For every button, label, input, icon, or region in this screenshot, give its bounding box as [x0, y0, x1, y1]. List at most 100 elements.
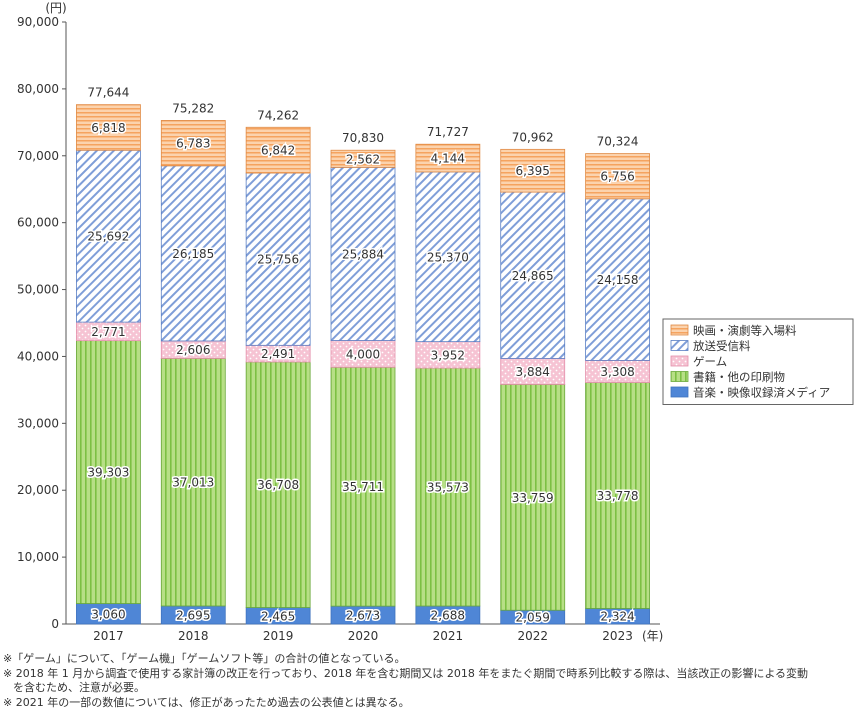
- data-label: 2,688: [431, 609, 465, 623]
- footnote-3: ※ 2021 年の一部の数値については、修正があったため過去の公表値とは異なる。: [3, 695, 410, 709]
- data-label: 33,759: [512, 491, 554, 505]
- total-label: 70,830: [342, 131, 384, 145]
- data-label: 26,185: [172, 247, 214, 261]
- data-label: 6,842: [261, 144, 295, 158]
- footnote-1: ※「ゲーム」について、「ゲーム機」「ゲームソフト等」の合計の値となっている。: [3, 652, 406, 665]
- y-tick-label: 90,000: [17, 15, 59, 29]
- data-label: 2,562: [346, 152, 380, 166]
- bar-segment: [500, 191, 566, 359]
- bar-segment: [415, 143, 481, 173]
- data-label: 35,573: [427, 481, 469, 495]
- footnote-2-cont: を含むため、注意が必要。: [13, 681, 145, 694]
- data-label: 3,952: [431, 348, 465, 362]
- data-label: 3,060: [91, 607, 125, 621]
- total-label: 77,644: [87, 86, 129, 100]
- y-tick-label: 80,000: [17, 82, 59, 96]
- y-tick-label: 40,000: [17, 349, 59, 363]
- bar-segment: [76, 340, 141, 604]
- data-label: 4,144: [431, 152, 465, 166]
- data-label: 6,756: [600, 170, 634, 184]
- data-label: 2,465: [261, 609, 295, 623]
- total-label: 70,324: [597, 135, 639, 149]
- bar-segment: [160, 165, 226, 342]
- data-label: 2,059: [516, 611, 550, 625]
- data-label: 2,771: [91, 325, 125, 339]
- bar-segment: [500, 358, 566, 385]
- legend-label: 書籍・他の印刷物: [693, 370, 785, 384]
- data-label: 24,158: [597, 273, 639, 287]
- data-label: 24,865: [512, 269, 554, 283]
- x-tick-label: 2018: [178, 629, 209, 643]
- footnote-2: ※ 2018 年 1 月から調査で使用する家計簿の改正を行っており、2018 年…: [3, 666, 809, 680]
- legend-label: 映画・演劇等入場料: [693, 324, 797, 338]
- axes: 0 10,000 20,000 30,000 40,000 50,000 60,000 70,…: [17, 1, 663, 643]
- x-tick-label: 2020: [348, 629, 379, 643]
- bar-segment: [415, 341, 481, 369]
- y-tick-label: 10,000: [17, 550, 59, 564]
- total-label: 75,282: [172, 101, 214, 115]
- bar-segment: [500, 148, 566, 193]
- stacked-bar-chart: 0 10,000 20,000 30,000 40,000 50,000 60,000 70,…: [17, 1, 854, 643]
- legend-label: ゲーム: [693, 355, 727, 369]
- data-label: 25,692: [87, 230, 129, 244]
- bar-segment: [160, 120, 226, 167]
- bars: [76, 104, 650, 625]
- y-unit-label: (円): [45, 1, 66, 15]
- data-label: 25,756: [257, 253, 299, 267]
- legend-box: [662, 318, 854, 405]
- y-tick-label: 50,000: [17, 283, 59, 297]
- legend-swatch: [670, 355, 689, 367]
- bar-segment: [330, 340, 396, 368]
- legend-swatch: [670, 340, 689, 351]
- data-label: 25,370: [427, 250, 469, 264]
- data-label: 3,308: [600, 365, 634, 379]
- x-tick-label: 2021: [433, 629, 464, 643]
- y-tick-label: 0: [51, 617, 59, 631]
- bar-segment: [245, 361, 311, 608]
- legend-label: 音楽・映像収録済メディア: [693, 386, 830, 400]
- bar-segment: [330, 166, 396, 341]
- data-labels: 3,060 39,303 2,771 25,692 6,818 77,644 2,695 37…: [86, 86, 640, 626]
- bar-segment: [585, 153, 650, 200]
- y-tick-label: 30,000: [17, 416, 59, 430]
- data-label: 39,303: [87, 466, 129, 480]
- legend-swatch: [670, 371, 689, 382]
- total-label: 74,262: [257, 108, 299, 122]
- footnotes: ※「ゲーム」について、「ゲーム機」「ゲームソフト等」の合計の値となっている。 ※…: [3, 652, 863, 710]
- data-label: 33,778: [597, 489, 639, 503]
- total-label: 70,962: [512, 130, 554, 144]
- bar-segment: [245, 126, 311, 174]
- y-tick-label: 70,000: [17, 149, 59, 163]
- data-label: 6,818: [91, 121, 125, 135]
- bar-segment: [585, 382, 650, 609]
- data-label: 37,013: [172, 476, 214, 490]
- total-label: 71,727: [427, 125, 469, 139]
- legend-swatch: [670, 324, 689, 336]
- x-tick-label: 2023: [602, 629, 633, 643]
- x-unit-label: (年): [642, 629, 663, 643]
- data-label: 2,606: [176, 343, 210, 357]
- data-label: 6,395: [516, 164, 550, 178]
- legend-label: 放送受信料: [693, 339, 751, 353]
- legend-swatch: [670, 386, 689, 398]
- x-tick-label: 2017: [93, 629, 124, 643]
- data-label: 25,884: [342, 247, 384, 261]
- bar-segment: [500, 384, 566, 611]
- chart-svg: 0 10,000 20,000 30,000 40,000 50,000 60,000 70,…: [17, 1, 854, 643]
- bar-segment: [415, 367, 481, 607]
- bar-segment: [160, 357, 226, 607]
- bar-segment: [245, 172, 311, 346]
- bar-segment: [76, 104, 141, 151]
- data-label: 3,884: [516, 365, 550, 379]
- data-label: 2,491: [261, 347, 295, 361]
- x-tick-label: 2022: [517, 629, 548, 643]
- data-label: 2,673: [346, 609, 380, 623]
- data-label: 2,324: [600, 610, 634, 624]
- y-tick-label: 60,000: [17, 216, 59, 230]
- y-tick-label: 20,000: [17, 483, 59, 497]
- data-label: 6,783: [176, 137, 210, 151]
- data-label: 35,711: [342, 480, 384, 494]
- data-label: 4,000: [346, 347, 380, 361]
- bar-segment: [330, 149, 396, 168]
